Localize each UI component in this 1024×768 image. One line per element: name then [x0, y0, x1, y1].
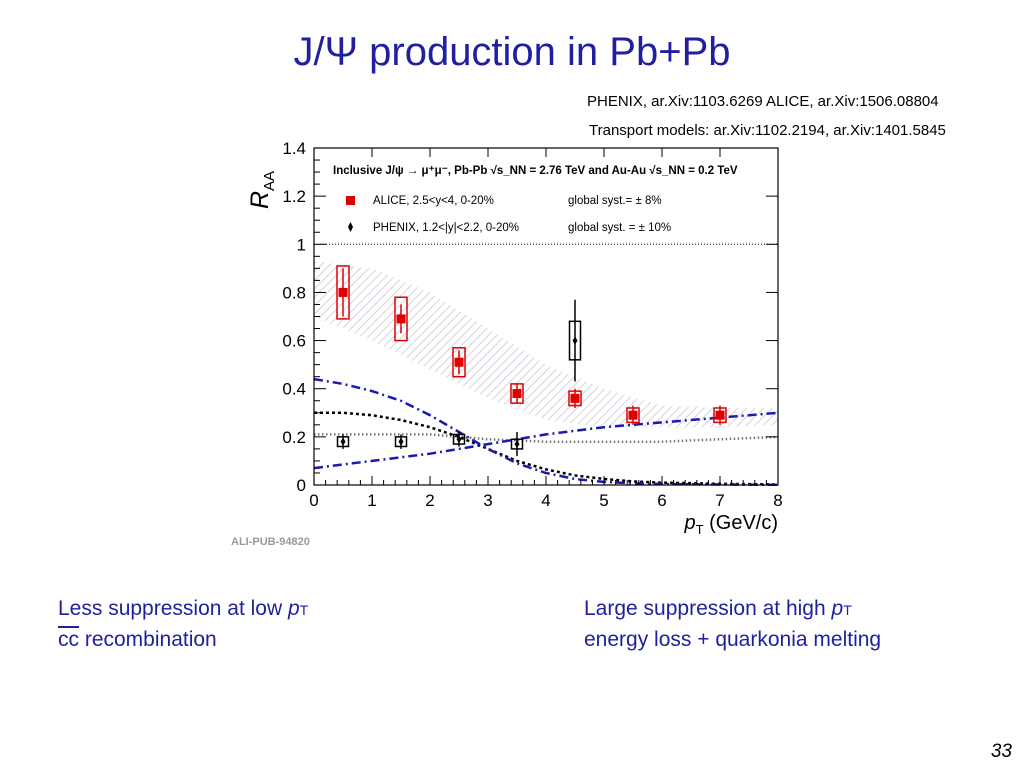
alice-point: [454, 357, 464, 367]
model-curve-blue-upper: [313, 377, 779, 487]
x-tick-label: 3: [483, 491, 492, 510]
alice-point: [715, 410, 725, 420]
note-low-pt-prefix: Less suppression at low: [58, 597, 288, 620]
phenix-point: [456, 435, 462, 444]
note-recombination: recombination: [79, 628, 217, 651]
alice-point: [570, 393, 580, 403]
axes-frame-group: 0 1 2 3 4 5 6 7 8 0 0.2 0.4 0.6 0.8 1 1.2 1.4 pT (GeV/c) R…: [231, 139, 783, 548]
phenix-point: [398, 437, 404, 446]
page-number: 33: [990, 741, 1012, 762]
legend-entry-name: ALICE, 2.5<y<4, 0-20%: [373, 195, 494, 207]
alice-point: [512, 389, 522, 399]
y-tick-label: 0: [297, 476, 306, 495]
legend-entry-name: PHENIX, 1.2<|y|<2.2, 0-20%: [373, 222, 519, 234]
phenix-point: [572, 336, 578, 345]
alice-point: [628, 410, 638, 420]
model-curve-gray-dotted: [314, 433, 779, 443]
model-curve-blue-lower: [313, 411, 779, 470]
y-tick-label: 1: [297, 235, 306, 254]
x-tick-label: 4: [541, 491, 550, 510]
legend-group: Inclusive J/ψ → μ⁺μ⁻, Pb-Pb √s_NN = 2.76…: [333, 164, 738, 234]
alice-point: [338, 287, 348, 297]
note-low-pt: Less suppression at low pT cc recombinat…: [58, 594, 308, 654]
legend-marker-phenix: [348, 222, 353, 232]
y-tick-label: 1.2: [282, 187, 306, 206]
note-high-pt-prefix: Large suppression at high: [584, 597, 832, 620]
legend-header: Inclusive J/ψ → μ⁺μ⁻, Pb-Pb √s_NN = 2.76…: [333, 164, 738, 177]
legend-entry-syst: global syst.= ± 8%: [568, 195, 662, 207]
x-tick-label: 7: [715, 491, 724, 510]
note-high-pt: Large suppression at high pT energy loss…: [584, 594, 881, 654]
alice-syst-box: [452, 347, 466, 378]
x-axis-label: pT (GeV/c): [683, 512, 778, 537]
x-tick-label: 8: [773, 491, 782, 510]
note-high-pt-var: p: [831, 597, 844, 620]
note-high-pt-sub: T: [843, 602, 852, 618]
model-curves-group: [313, 377, 779, 487]
note-low-pt-sub: T: [299, 602, 309, 618]
alice-syst-box: [336, 265, 350, 320]
legend-entry-syst: global syst. = ± 10%: [568, 222, 671, 234]
y-tick-label: 1.4: [282, 139, 306, 158]
x-tick-label: 6: [657, 491, 666, 510]
x-tick-label: 1: [367, 491, 376, 510]
model-band-hatched: [314, 261, 778, 428]
y-tick-label: 0.6: [282, 332, 306, 351]
model-curve-black-dashed: [314, 411, 779, 486]
references-models: Transport models: ar.Xiv:1102.2194, ar.X…: [589, 122, 946, 139]
alice-point: [396, 314, 406, 324]
y-axis-label: RAA: [246, 171, 278, 209]
x-tick-label: 2: [425, 491, 434, 510]
x-tick-label: 5: [599, 491, 608, 510]
phenix-point: [514, 440, 520, 449]
note-low-pt-var: p: [287, 597, 300, 620]
note-cc-bar: cc: [58, 628, 79, 651]
y-tick-label: 0.8: [282, 283, 306, 302]
y-tick-label: 0.2: [282, 428, 306, 447]
legend-marker-alice: [346, 196, 355, 205]
alice-syst-box: [394, 296, 408, 342]
slide-title: J/Ψ production in Pb+Pb: [293, 30, 731, 74]
phenix-point: [340, 437, 346, 446]
y-tick-label: 0.4: [282, 380, 306, 399]
x-tick-label: 0: [309, 491, 318, 510]
references-experiments: PHENIX, ar.Xiv:1103.6269 ALICE, ar.Xiv:1…: [587, 93, 939, 110]
chart-watermark: ALI-PUB-94820: [231, 536, 310, 548]
note-energy-loss: energy loss + quarkonia melting: [584, 628, 882, 651]
data-points-group: [336, 265, 727, 457]
model-band-group: [314, 261, 778, 428]
